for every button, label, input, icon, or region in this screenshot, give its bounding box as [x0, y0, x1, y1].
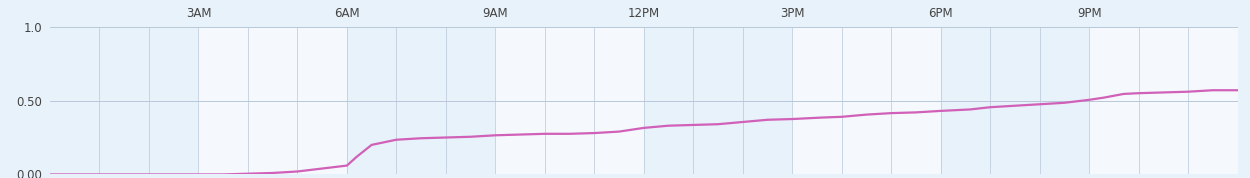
Bar	[792, 27, 941, 174]
Bar	[50, 27, 199, 174]
Bar	[199, 27, 348, 174]
Bar	[348, 27, 495, 174]
Bar	[495, 27, 644, 174]
Bar	[1089, 27, 1238, 174]
Bar	[644, 27, 792, 174]
Bar	[941, 27, 1089, 174]
